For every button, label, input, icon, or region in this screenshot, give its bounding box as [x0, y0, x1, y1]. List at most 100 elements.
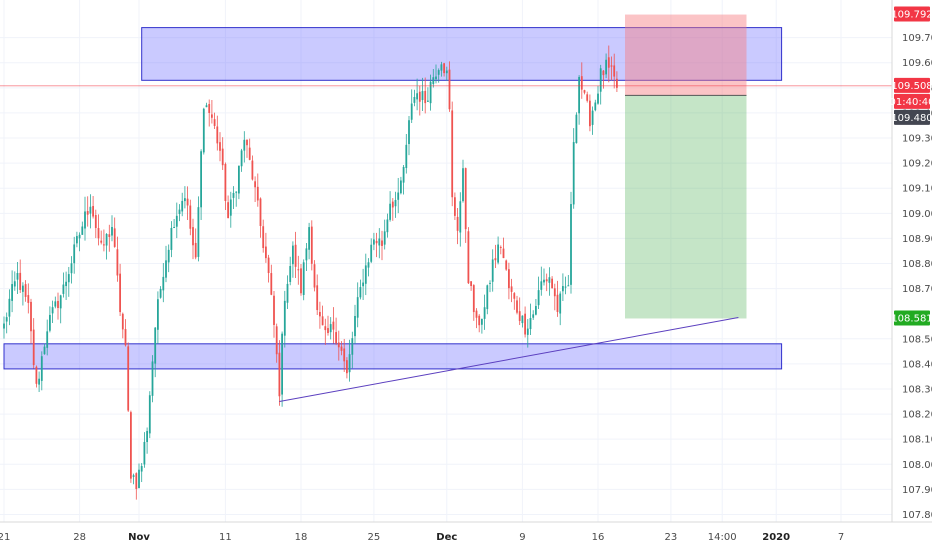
candle-body: [594, 102, 597, 111]
candle-body: [11, 284, 13, 301]
candle-body: [494, 258, 497, 261]
candle-body: [103, 244, 105, 246]
candle-body: [227, 202, 229, 218]
x-tick-label: 11: [219, 532, 232, 543]
candle-body: [154, 327, 157, 364]
candle-body: [578, 76, 580, 114]
candle-body: [181, 200, 184, 212]
candle-body: [521, 315, 524, 324]
candle-body: [567, 285, 570, 287]
candle-body: [537, 290, 540, 306]
candle-body: [335, 332, 337, 344]
candle-body: [510, 286, 513, 292]
price-axis[interactable]: 109.700109.600109.500109.400109.300109.2…: [902, 33, 932, 521]
candle-body: [22, 285, 24, 292]
candle-body: [40, 356, 43, 381]
x-tick-label: Nov: [128, 532, 150, 543]
price-label-bg: [894, 310, 930, 326]
x-tick-label: 2020: [762, 532, 790, 543]
candle-body: [278, 352, 281, 397]
candle-body: [454, 197, 456, 216]
candle-body: [159, 288, 162, 298]
candle-body: [332, 321, 335, 330]
candle-body: [416, 93, 418, 100]
candle-body: [89, 206, 92, 214]
overlays-layer: [0, 85, 892, 403]
x-tick-label: 14:00: [708, 532, 737, 543]
candle-body: [570, 204, 572, 285]
candle-body: [73, 244, 76, 264]
candle-body: [475, 310, 478, 318]
candle-body: [572, 142, 575, 205]
candle-body: [100, 240, 103, 243]
candle-body: [483, 307, 486, 319]
candle-body: [508, 269, 510, 289]
candle-body: [167, 249, 170, 263]
time-axis[interactable]: 21 28 Nov 11 18 25 Dec 9 16 23 14:00 2020 7: [0, 532, 844, 543]
candle-body: [397, 192, 400, 200]
candle-body: [170, 227, 173, 250]
candle-body: [243, 139, 246, 151]
candle-body: [92, 206, 94, 217]
x-tick-label: 16: [592, 532, 605, 543]
price-label-bg: [894, 6, 930, 22]
candle-body: [162, 276, 165, 291]
candle-body: [351, 338, 354, 355]
candle-body: [429, 81, 432, 104]
candle-body: [383, 231, 386, 245]
candle-body: [108, 234, 111, 237]
candle-body: [378, 238, 381, 246]
price-labels: 109.792 109.508 01:40:40 109.480 108.581: [890, 6, 932, 326]
candle-body: [267, 257, 270, 274]
candle-body: [175, 215, 178, 227]
candle-body: [445, 70, 448, 74]
candle-body: [27, 295, 30, 303]
candle-body: [370, 244, 373, 262]
candle-body: [178, 209, 181, 214]
candle-body: [302, 262, 305, 295]
candle-body: [49, 314, 51, 331]
y-tick-label: 108.900: [902, 234, 932, 245]
candles-layer: [3, 45, 618, 500]
candle-body: [586, 94, 589, 101]
short-position-tool[interactable]: [625, 14, 747, 319]
candle-body: [526, 328, 529, 335]
candle-body: [616, 78, 618, 88]
candle-body: [343, 348, 346, 362]
candle-body: [337, 342, 340, 348]
candle-body: [219, 142, 221, 151]
candle-body: [46, 331, 49, 348]
candle-body: [97, 228, 100, 239]
candle-body: [70, 263, 73, 274]
candle-body: [529, 317, 532, 330]
x-tick-label: 18: [295, 532, 308, 543]
candle-body: [297, 269, 300, 271]
candle-body: [197, 207, 200, 257]
candle-body: [248, 147, 251, 160]
candle-body: [157, 299, 159, 330]
candle-body: [59, 295, 62, 309]
candle-body: [356, 297, 359, 318]
candle-body: [135, 473, 138, 490]
candle-body: [240, 150, 243, 167]
y-tick-label: 109.100: [902, 184, 932, 195]
candle-body: [121, 313, 124, 330]
candle-body: [564, 286, 567, 288]
candle-body: [94, 215, 97, 229]
candle-body: [535, 306, 537, 315]
candle-body: [443, 63, 445, 74]
candle-body: [173, 227, 175, 229]
candle-body: [540, 281, 543, 290]
price-label: 109.792: [891, 10, 932, 21]
take-profit-zone: [625, 95, 747, 319]
candle-body: [354, 315, 356, 337]
candle-body: [562, 286, 564, 292]
candle-body: [292, 245, 294, 265]
candle-body: [194, 242, 197, 258]
candle-body: [86, 211, 89, 215]
y-tick-label: 108.800: [902, 259, 932, 270]
candle-body: [591, 110, 594, 125]
candle-body: [505, 260, 508, 270]
y-tick-label: 108.700: [902, 284, 932, 295]
